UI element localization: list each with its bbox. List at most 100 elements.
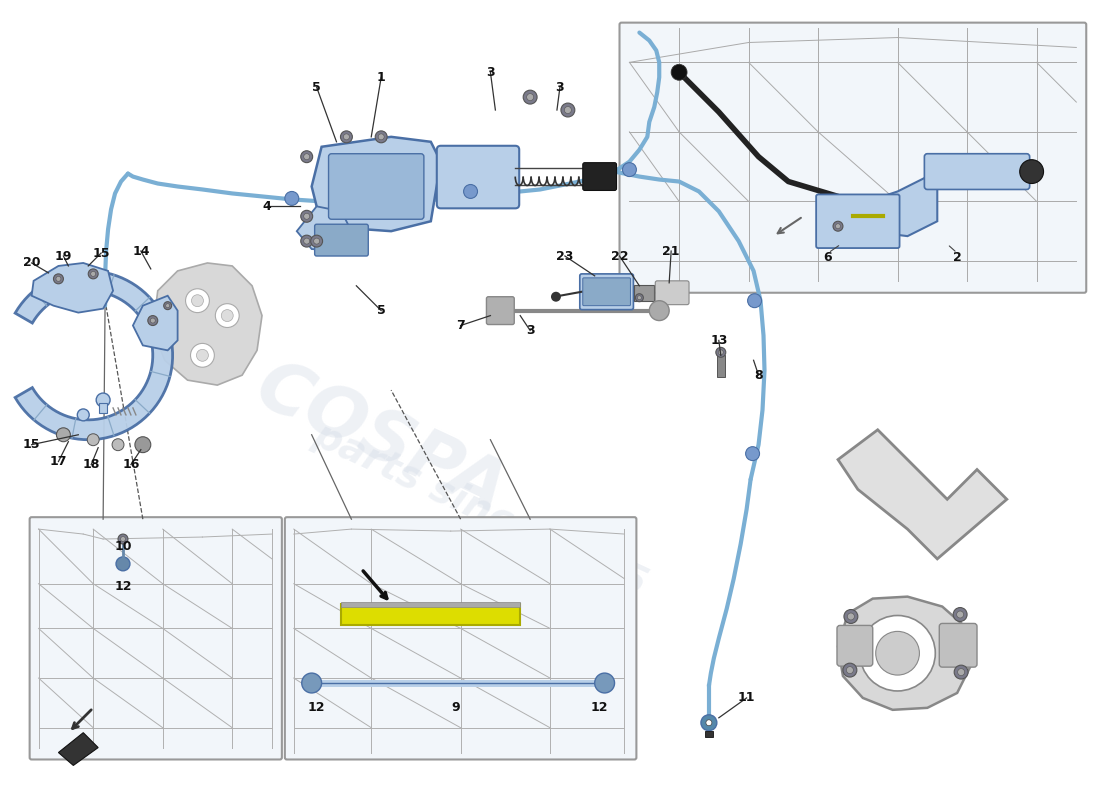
Circle shape [87, 434, 99, 446]
Text: 10: 10 [114, 541, 132, 554]
Circle shape [958, 669, 965, 675]
Text: 15: 15 [92, 246, 110, 259]
Circle shape [186, 289, 209, 313]
Circle shape [118, 534, 128, 544]
Text: 9: 9 [451, 702, 460, 714]
Circle shape [301, 673, 321, 693]
Bar [705, 730, 713, 737]
Text: COSPA: COSPA [245, 352, 517, 528]
Text: 23: 23 [557, 250, 573, 262]
Circle shape [310, 235, 322, 247]
Polygon shape [297, 206, 351, 251]
Bar [341, 602, 520, 606]
Circle shape [524, 90, 537, 104]
Text: 2: 2 [953, 251, 961, 265]
Text: 12: 12 [308, 702, 326, 714]
Polygon shape [15, 271, 173, 440]
Circle shape [378, 134, 384, 140]
Circle shape [56, 276, 60, 282]
Circle shape [300, 150, 312, 162]
Circle shape [463, 185, 477, 198]
Circle shape [190, 343, 214, 367]
FancyBboxPatch shape [816, 194, 900, 248]
Text: 7: 7 [456, 319, 465, 332]
Polygon shape [818, 162, 937, 236]
Bar [341, 603, 520, 626]
Circle shape [551, 292, 561, 302]
Circle shape [90, 271, 96, 276]
FancyBboxPatch shape [580, 274, 634, 310]
Circle shape [343, 134, 350, 140]
Circle shape [56, 428, 70, 442]
Bar [99, 403, 107, 413]
Circle shape [304, 214, 310, 219]
Circle shape [748, 294, 761, 308]
Circle shape [285, 191, 299, 206]
Circle shape [197, 350, 208, 362]
FancyBboxPatch shape [656, 281, 689, 305]
Circle shape [300, 235, 312, 247]
Text: 14: 14 [132, 245, 150, 258]
Text: 15: 15 [23, 438, 41, 451]
Circle shape [718, 350, 724, 355]
Circle shape [96, 393, 110, 407]
Circle shape [833, 222, 843, 231]
Circle shape [300, 210, 312, 222]
Text: 21: 21 [662, 245, 680, 258]
FancyBboxPatch shape [619, 22, 1087, 293]
Circle shape [746, 446, 759, 461]
Circle shape [147, 315, 157, 326]
FancyBboxPatch shape [329, 154, 424, 219]
Circle shape [623, 162, 637, 177]
Polygon shape [838, 597, 972, 710]
Circle shape [843, 663, 857, 677]
Text: 12: 12 [591, 702, 608, 714]
Circle shape [716, 347, 726, 358]
Circle shape [112, 438, 124, 450]
Circle shape [836, 224, 840, 229]
FancyBboxPatch shape [583, 278, 630, 306]
Circle shape [957, 611, 964, 618]
Circle shape [954, 665, 968, 679]
Circle shape [191, 294, 204, 306]
Text: 8: 8 [755, 369, 763, 382]
Text: 3: 3 [526, 324, 535, 337]
Circle shape [221, 310, 233, 322]
Circle shape [876, 631, 920, 675]
Text: 22: 22 [610, 250, 628, 262]
Circle shape [116, 557, 130, 571]
FancyBboxPatch shape [939, 623, 977, 667]
Circle shape [341, 131, 352, 142]
Circle shape [166, 304, 169, 308]
Circle shape [314, 238, 320, 244]
Circle shape [54, 274, 64, 284]
Circle shape [671, 64, 688, 80]
Circle shape [164, 302, 172, 310]
Text: 12: 12 [114, 580, 132, 593]
Text: 3: 3 [486, 66, 495, 78]
Circle shape [135, 437, 151, 453]
Bar [717, 355, 725, 377]
FancyBboxPatch shape [315, 224, 368, 256]
Circle shape [1020, 160, 1044, 183]
Circle shape [636, 294, 644, 302]
Text: 20: 20 [23, 257, 41, 270]
Text: 16: 16 [122, 458, 140, 471]
Circle shape [561, 103, 575, 117]
Polygon shape [133, 296, 177, 350]
Circle shape [491, 301, 510, 321]
Circle shape [88, 269, 98, 279]
Circle shape [860, 615, 935, 691]
Text: 4: 4 [263, 200, 272, 213]
Circle shape [844, 610, 858, 623]
Circle shape [375, 131, 387, 142]
FancyBboxPatch shape [837, 626, 872, 666]
Circle shape [637, 296, 641, 300]
Circle shape [564, 106, 571, 114]
Text: 19: 19 [55, 250, 73, 262]
Text: 18: 18 [82, 458, 100, 471]
Polygon shape [32, 263, 113, 313]
Circle shape [151, 318, 155, 323]
Circle shape [954, 607, 967, 622]
FancyBboxPatch shape [437, 146, 519, 208]
